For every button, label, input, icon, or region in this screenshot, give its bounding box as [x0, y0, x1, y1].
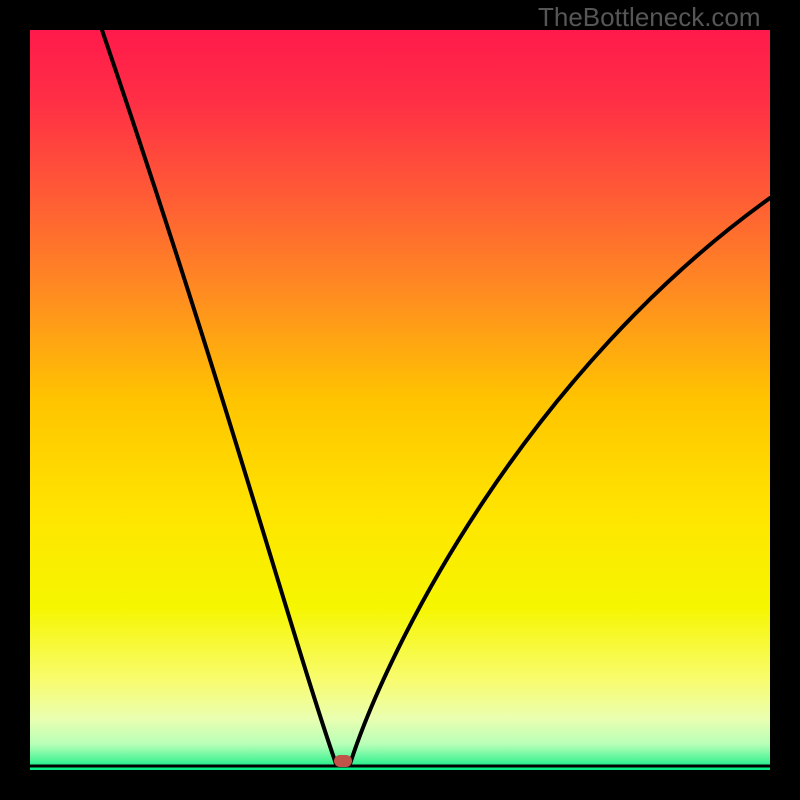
chart-svg [30, 30, 770, 770]
plot-area [30, 30, 770, 770]
bottleneck-curve [102, 30, 770, 764]
watermark-text: TheBottleneck.com [538, 2, 761, 33]
optimal-point-marker [334, 755, 352, 767]
